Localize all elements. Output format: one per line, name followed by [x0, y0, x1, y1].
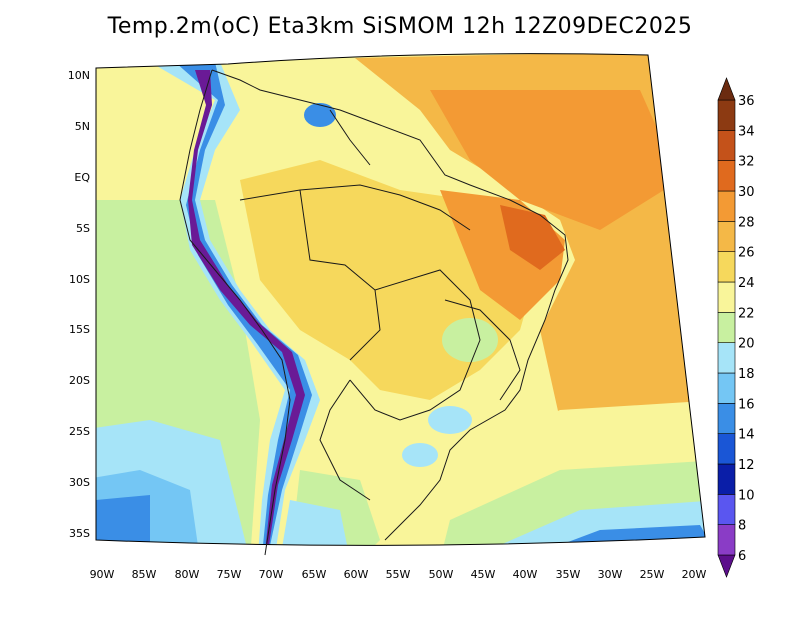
colorbar-bin — [717, 524, 736, 556]
lat-tick: 20S — [69, 374, 90, 387]
colorbar-bin — [717, 281, 736, 313]
colorbar-bin — [717, 221, 736, 252]
lon-tick: 40W — [513, 568, 538, 581]
lat-axis: 10N 5N EQ 5S 10S 15S 20S 25S 30S 35S — [68, 69, 91, 540]
colorbar-label: 26 — [738, 246, 755, 261]
colorbar-bin — [717, 463, 736, 495]
highland-patch-1 — [442, 318, 498, 362]
pacific-coldest — [96, 495, 150, 546]
lat-tick: 5S — [76, 222, 90, 235]
lon-axis: 90W 85W 80W 75W 70W 65W 60W 55W 50W 45W … — [90, 568, 707, 581]
colorbar-label: 32 — [738, 155, 755, 170]
lon-tick: 20W — [682, 568, 707, 581]
highland-patch-3 — [402, 443, 438, 467]
colorbar-bin — [717, 130, 736, 161]
lon-tick: 50W — [429, 568, 454, 581]
lon-tick: 25W — [640, 568, 665, 581]
colorbar-bin — [717, 433, 736, 465]
colorbar-label: 20 — [738, 337, 755, 352]
colorbar-label: 10 — [738, 488, 755, 503]
lat-tick: 10S — [69, 273, 90, 286]
colorbar-bins — [717, 77, 736, 578]
colorbar-label: 6 — [738, 549, 746, 564]
temperature-field — [96, 53, 705, 546]
lat-tick: 25S — [69, 425, 90, 438]
lon-tick: 85W — [132, 568, 157, 581]
lon-tick: 55W — [386, 568, 411, 581]
lon-tick: 30W — [598, 568, 623, 581]
lat-tick: 15S — [69, 323, 90, 336]
domain-border — [95, 53, 706, 546]
colorbar-bin — [717, 403, 736, 434]
colorbar-bin — [717, 160, 736, 192]
andes-high — [188, 70, 305, 546]
colorbar-label: 30 — [738, 185, 755, 200]
lon-tick: 60W — [344, 568, 369, 581]
colorbar-label: 8 — [738, 519, 746, 534]
guiana-highland — [304, 103, 336, 127]
colorbar-bin-max — [717, 77, 736, 101]
colorbar-bin — [717, 99, 736, 131]
colorbar-label: 14 — [738, 428, 755, 443]
northeast-hotter — [500, 205, 565, 270]
colorbar-label: 28 — [738, 215, 755, 230]
lat-tick: 5N — [75, 120, 90, 133]
lon-tick: 90W — [90, 568, 115, 581]
colorbar-label: 24 — [738, 276, 755, 291]
colorbar-bin — [717, 190, 736, 222]
lat-tick: 10N — [68, 69, 90, 82]
colorbar-label: 12 — [738, 458, 755, 473]
colorbar-label: 36 — [738, 94, 755, 109]
lon-tick: 75W — [217, 568, 242, 581]
colorbar-bin — [717, 312, 736, 343]
colorbar-label: 22 — [738, 306, 755, 321]
lon-tick: 65W — [302, 568, 327, 581]
colorbar-label: 18 — [738, 367, 755, 382]
colorbar-labels: 36 34 32 30 28 26 24 22 20 18 16 14 12 10 8 6 — [738, 94, 755, 564]
lon-tick: 80W — [175, 568, 200, 581]
colorbar-bin — [717, 342, 736, 374]
lon-tick: 45W — [471, 568, 496, 581]
lat-tick: 30S — [69, 476, 90, 489]
lon-tick: 70W — [259, 568, 284, 581]
atlantic-hot — [430, 90, 680, 230]
colorbar-bin — [717, 372, 736, 404]
colorbar-bin-min — [717, 554, 736, 578]
map-title: Temp.2m(oC) Eta3km SiSMOM 12h 12Z09DEC20… — [107, 14, 693, 39]
colorbar-bin — [717, 494, 736, 525]
highland-patch-2 — [428, 406, 472, 434]
colorbar-bin — [717, 251, 736, 283]
country-borders — [179, 69, 569, 556]
colorbar-label: 34 — [738, 124, 755, 139]
lat-tick: 35S — [69, 527, 90, 540]
colorbar: 36 34 32 30 28 26 24 22 20 18 16 14 12 10 8 6 — [717, 77, 755, 578]
lon-tick: 35W — [556, 568, 581, 581]
colorbar-label: 16 — [738, 397, 755, 412]
lat-tick: EQ — [74, 171, 90, 184]
